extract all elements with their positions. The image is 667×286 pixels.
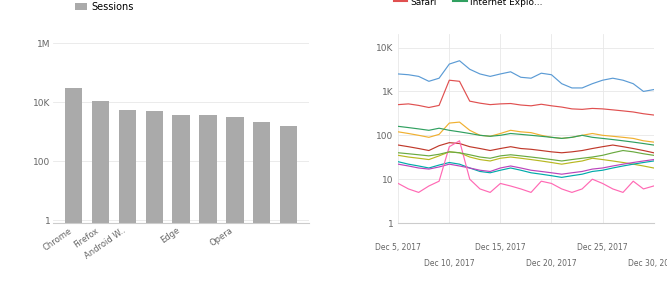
Bar <box>65 88 83 286</box>
Text: Dec 15, 2017: Dec 15, 2017 <box>475 243 526 251</box>
Text: Dec 25, 2017: Dec 25, 2017 <box>577 243 628 251</box>
Bar <box>172 115 190 286</box>
Bar <box>145 111 163 286</box>
Text: Dec 30, 2017: Dec 30, 2017 <box>628 259 667 268</box>
Text: Dec 20, 2017: Dec 20, 2017 <box>526 259 577 268</box>
Bar <box>253 122 270 286</box>
Legend: Sessions: Sessions <box>71 0 137 15</box>
Text: Dec 5, 2017: Dec 5, 2017 <box>376 243 421 251</box>
Text: Dec 10, 2017: Dec 10, 2017 <box>424 259 475 268</box>
Bar <box>226 117 243 286</box>
Bar <box>119 110 136 286</box>
Legend: Chrome, Safari, Firefox, Internet Explo...: Chrome, Safari, Firefox, Internet Explo.… <box>390 0 546 10</box>
Bar <box>279 126 297 286</box>
Bar <box>199 115 217 286</box>
Bar <box>92 101 109 286</box>
